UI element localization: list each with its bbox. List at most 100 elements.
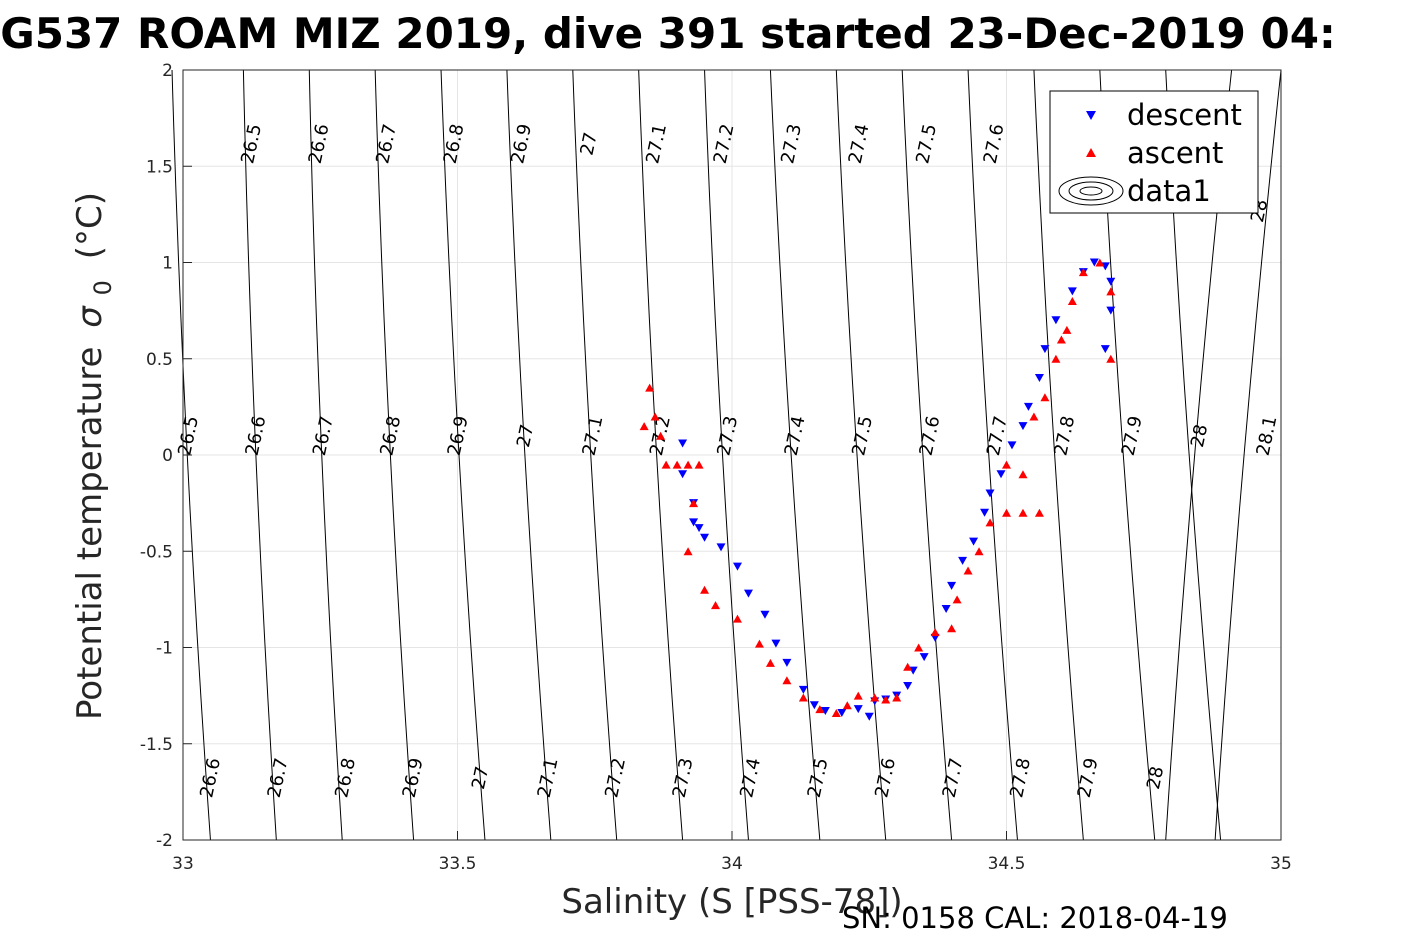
legend-ascent-marker bbox=[1086, 148, 1096, 157]
ascent-point bbox=[1051, 354, 1061, 363]
y-tick-label: 2 bbox=[162, 61, 173, 81]
ascent-point bbox=[645, 383, 655, 392]
isopycnal-line bbox=[901, 69, 953, 841]
descent-point bbox=[700, 533, 710, 542]
y-tick-label: -2 bbox=[156, 831, 173, 851]
ascent-point bbox=[1034, 508, 1044, 517]
ascent-point bbox=[952, 595, 962, 604]
series-descent bbox=[678, 258, 1116, 721]
descent-point bbox=[743, 589, 753, 598]
isopycnal-line bbox=[1033, 69, 1084, 841]
ascent-point bbox=[798, 693, 808, 702]
ascent-point bbox=[947, 624, 957, 633]
y-axis-label: Potential temperature σ 0 (°C) bbox=[70, 192, 120, 720]
legend-descent-marker bbox=[1086, 111, 1096, 120]
ascent-point bbox=[815, 705, 825, 714]
descent-point bbox=[689, 518, 699, 527]
legend-ascent-label: ascent bbox=[1127, 136, 1223, 170]
y-tick-label: -0.5 bbox=[140, 542, 173, 562]
ascent-point bbox=[831, 708, 841, 717]
y-ticks: -2 -1.5 -1 -0.5 0 0.5 1 1.5 2 bbox=[140, 61, 192, 851]
ascent-point bbox=[1106, 354, 1116, 363]
series-ascent bbox=[639, 258, 1116, 717]
ascent-point bbox=[853, 691, 863, 700]
chart-title: SG537 ROAM MIZ 2019, dive 391 started 23… bbox=[0, 9, 1336, 58]
isopycnal-label-bottom: 27 bbox=[468, 764, 493, 791]
descent-point bbox=[1051, 316, 1061, 325]
x-ticks: 33 33.5 34 34.5 35 bbox=[172, 831, 1292, 874]
ascent-point bbox=[1029, 412, 1039, 421]
y-axis-label-subscript: 0 bbox=[89, 280, 117, 295]
footer-calibration: SN: 0158 CAL: 2018-04-19 bbox=[842, 901, 1228, 935]
ascent-point bbox=[985, 518, 995, 527]
ascent-point bbox=[881, 695, 891, 704]
descent-point bbox=[941, 605, 951, 613]
descent-point bbox=[678, 439, 688, 448]
y-axis-label-symbol: σ bbox=[70, 305, 110, 328]
isopycnal-line bbox=[638, 69, 684, 841]
legend-data1-label: data1 bbox=[1127, 174, 1211, 208]
descent-point bbox=[980, 508, 990, 517]
data-series bbox=[639, 258, 1116, 721]
ascent-point bbox=[892, 693, 902, 702]
isopycnal-line bbox=[704, 69, 749, 841]
descent-point bbox=[985, 489, 995, 498]
ascent-point bbox=[639, 422, 649, 431]
ascent-point bbox=[765, 658, 775, 667]
legend-data1-contour-icon bbox=[1058, 176, 1124, 206]
isopycnal-label-top: 27 bbox=[576, 130, 601, 157]
descent-point bbox=[694, 524, 704, 533]
isopycnal-labels: 26.5 26.6 26.7 26.8 26.9 27 27.1 27.2 27.3 27.4 27… bbox=[174, 122, 1281, 800]
ascent-point bbox=[1018, 508, 1028, 517]
ascent-point bbox=[842, 701, 852, 710]
descent-point bbox=[1106, 277, 1116, 286]
isopycnal-line bbox=[572, 69, 618, 841]
ascent-point bbox=[914, 643, 924, 652]
isopycnal-line bbox=[374, 69, 415, 841]
descent-point bbox=[798, 685, 808, 694]
ascent-point bbox=[1067, 297, 1077, 305]
isopycnal-line bbox=[506, 69, 552, 841]
x-tick-label: 33 bbox=[172, 854, 194, 874]
ascent-point bbox=[650, 412, 660, 421]
descent-point bbox=[947, 581, 957, 590]
y-axis-label-unit: (°C) bbox=[70, 192, 110, 259]
ascent-point bbox=[1040, 393, 1050, 402]
descent-point bbox=[919, 653, 929, 662]
descent-point bbox=[716, 543, 726, 552]
descent-point bbox=[820, 707, 830, 716]
ascent-point bbox=[754, 639, 764, 648]
descent-point bbox=[1007, 441, 1017, 450]
x-tick-label: 33.5 bbox=[439, 854, 477, 874]
y-tick-label: 1 bbox=[162, 254, 173, 274]
ascent-point bbox=[694, 460, 704, 469]
x-axis-label: Salinity (S [PSS-78]) bbox=[561, 882, 902, 922]
descent-point bbox=[958, 556, 968, 565]
ascent-point bbox=[661, 460, 671, 469]
descent-point bbox=[1023, 402, 1033, 411]
isopycnal-line bbox=[1214, 69, 1282, 841]
descent-point bbox=[678, 470, 688, 479]
isopycnal-line bbox=[967, 69, 1018, 841]
y-axis-label-text: Potential temperature σ 0 (°C) bbox=[70, 192, 120, 720]
descent-point bbox=[864, 712, 874, 721]
ascent-point bbox=[683, 547, 693, 556]
ascent-point bbox=[1056, 335, 1066, 344]
y-tick-label: 0 bbox=[162, 446, 173, 466]
ascent-point bbox=[1106, 287, 1116, 296]
ascent-point bbox=[870, 693, 880, 702]
x-tick-label: 35 bbox=[1270, 854, 1292, 874]
descent-point bbox=[996, 470, 1006, 479]
ascent-point bbox=[903, 662, 913, 671]
isopycnal-line bbox=[835, 69, 887, 841]
descent-point bbox=[853, 705, 863, 714]
descent-point bbox=[809, 701, 819, 710]
legend: descent ascent data1 bbox=[1049, 90, 1259, 214]
y-tick-label: -1.5 bbox=[140, 735, 173, 755]
ascent-point bbox=[974, 547, 984, 556]
descent-point bbox=[1100, 345, 1110, 354]
descent-point bbox=[771, 639, 781, 648]
ascent-point bbox=[700, 585, 710, 594]
x-tick-label: 34 bbox=[721, 854, 743, 874]
